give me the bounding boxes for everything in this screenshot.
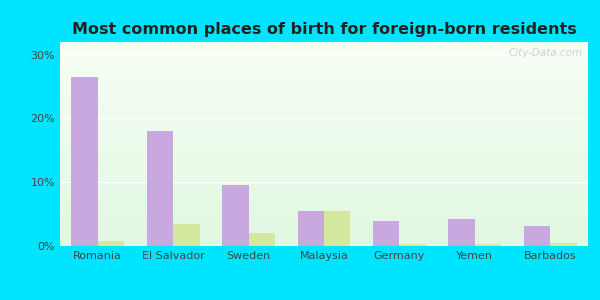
Bar [400,244,426,246]
Bar [98,241,124,246]
Bar [550,243,577,246]
Bar [173,224,200,246]
Bar [448,219,475,246]
Bar [524,226,550,246]
Bar [222,185,248,246]
Bar [147,131,173,246]
Bar [373,220,400,246]
Legend: Zip code 23310, Virginia: Zip code 23310, Virginia [225,297,423,300]
Title: Most common places of birth for foreign-born residents: Most common places of birth for foreign-… [71,22,577,37]
Bar [298,211,324,246]
Bar [324,211,350,246]
Text: City-Data.com: City-Data.com [509,48,583,58]
Bar [71,77,98,246]
Bar [248,233,275,246]
Bar [475,244,501,246]
